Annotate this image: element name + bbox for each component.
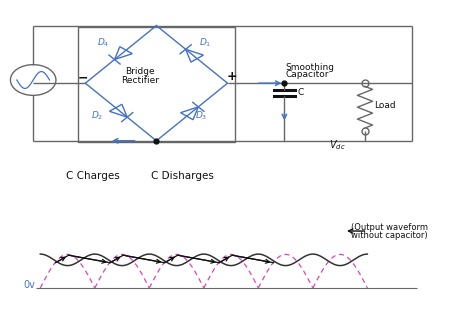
Text: $D_2$: $D_2$	[91, 109, 103, 122]
Text: Rectifier: Rectifier	[121, 76, 159, 85]
Text: (Output waveform: (Output waveform	[351, 223, 428, 232]
Text: Capacitor: Capacitor	[285, 70, 329, 79]
Text: $D_3$: $D_3$	[195, 109, 208, 122]
Text: +: +	[227, 70, 237, 83]
Text: $D_4$: $D_4$	[97, 37, 109, 50]
Text: Bridge: Bridge	[125, 68, 155, 76]
Text: −: −	[78, 72, 88, 85]
Text: $V_{dc}$: $V_{dc}$	[329, 139, 346, 153]
Text: 0v: 0v	[23, 280, 36, 290]
Text: without capacitor): without capacitor)	[351, 231, 428, 240]
Text: C Charges: C Charges	[65, 171, 119, 181]
Text: Load: Load	[374, 101, 396, 110]
Text: Smoothing: Smoothing	[285, 63, 334, 72]
Text: C: C	[298, 88, 304, 97]
Text: C Disharges: C Disharges	[151, 171, 214, 181]
Bar	[78, 27, 235, 142]
Text: $D_1$: $D_1$	[199, 37, 211, 50]
